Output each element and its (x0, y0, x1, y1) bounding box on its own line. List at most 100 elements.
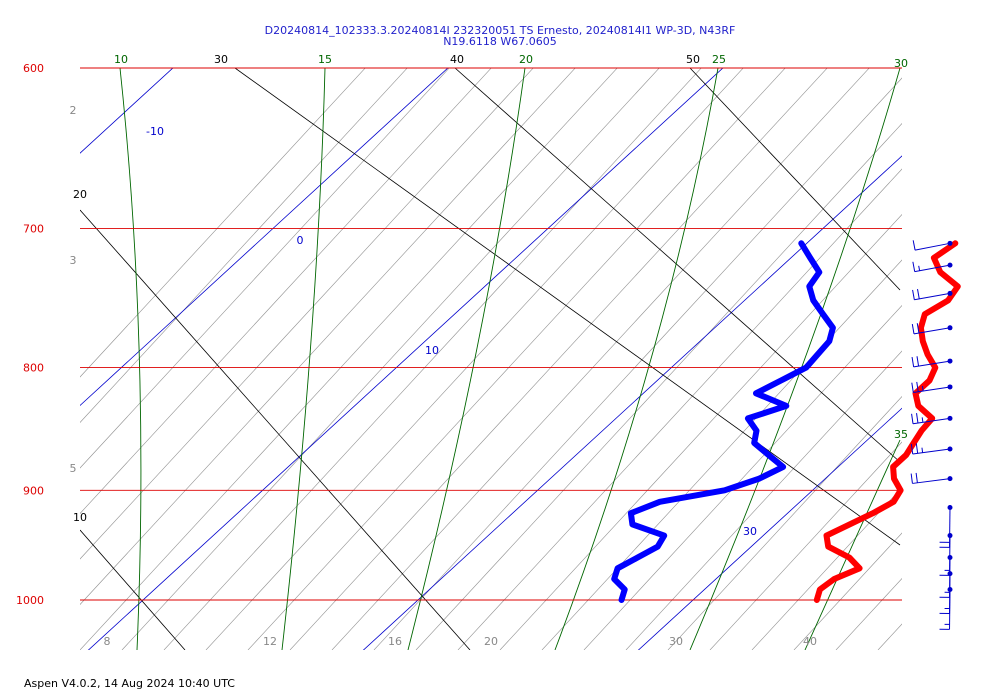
wind-barb-half-flag (921, 447, 924, 453)
dry-adiabat-label: 10 (73, 511, 87, 524)
moist-adiabat-line (554, 68, 719, 650)
dry-adiabat-line (80, 529, 186, 650)
mixing-ratio-line (457, 168, 902, 650)
dewpoint-profile (611, 240, 836, 603)
moist-adiabat-label: 20 (519, 53, 533, 66)
wind-barb-flag (917, 288, 920, 299)
wind-barb-flag (912, 289, 915, 300)
mixing-ratio-line (541, 259, 902, 650)
wind-barb-staff (914, 264, 951, 273)
wind-barb (910, 443, 953, 455)
wind-barb-staff (913, 360, 951, 368)
wind-barb-flag (915, 443, 919, 454)
wind-barb (911, 381, 953, 394)
moist-adiabat-line (407, 68, 526, 650)
mixing-ratio-line (920, 0, 1000, 650)
wind-barb-flag (911, 382, 914, 393)
wind-barb (912, 261, 953, 273)
mixing-ratio-line (80, 68, 408, 423)
temperature-profile (813, 240, 961, 603)
mixing-ratio-line (962, 0, 1000, 650)
mixing-ratio-lines (80, 0, 1000, 650)
wind-barb-flag (916, 413, 919, 424)
bottom-tick-label: 12 (263, 635, 277, 648)
dry-adiabat-line (689, 68, 901, 291)
isotherm-line (87, 68, 724, 650)
bottom-tick-label: 40 (803, 635, 817, 648)
pressure-tick-label: 900 (23, 484, 44, 497)
chart-subtitle-location: N19.6118 W67.0605 (443, 35, 557, 48)
wind-barb-staff (912, 448, 951, 455)
dry-adiabat-label: 20 (73, 188, 87, 201)
mixing-ratio-line (667, 396, 902, 650)
moist-adiabat-label: 35 (894, 428, 908, 441)
mixing-ratio-line (247, 68, 786, 650)
bottom-tick-label: 30 (669, 635, 683, 648)
isotherm-line (362, 155, 902, 650)
mixing-ratio-line (80, 68, 534, 560)
mixing-ratio-label: 5 (70, 462, 77, 475)
wind-barb-half-flag (921, 386, 924, 392)
wind-barb-staff (912, 417, 951, 425)
pressure-tick-label: 600 (23, 62, 44, 75)
wind-barb-staff (913, 386, 951, 394)
wind-barbs (910, 240, 953, 630)
wind-barb-staff (913, 327, 951, 335)
mixing-ratio-line (289, 68, 828, 650)
isotherm-label: -10 (146, 125, 164, 138)
sounding-profiles (611, 240, 961, 603)
wind-barb (939, 533, 953, 576)
isobar-lines (80, 67, 902, 601)
wind-barb-flag (911, 323, 915, 334)
isotherm-line (80, 68, 174, 154)
moist-adiabat-label: 30 (894, 57, 908, 70)
wind-barb-flag (910, 473, 913, 484)
dry-adiabat-line (234, 68, 901, 546)
mixing-ratio-line (373, 77, 902, 650)
wind-barb (912, 240, 953, 251)
mixing-ratio-line (415, 123, 902, 650)
mixing-ratio-line (751, 487, 902, 650)
dry-adiabat-line (454, 68, 901, 463)
mixing-ratio-line (121, 68, 660, 650)
wind-barb-flag (911, 413, 914, 424)
mixing-ratio-line (793, 532, 902, 650)
moist-adiabat-line (281, 68, 326, 650)
wind-barb-flag (911, 356, 915, 367)
wind-barb (912, 288, 953, 301)
mixing-ratio-line (709, 441, 902, 650)
wind-barb-flag (916, 323, 920, 334)
isotherm-label: 10 (425, 344, 439, 357)
wind-barb-flag (910, 444, 914, 455)
mixing-ratio-line (205, 68, 744, 650)
bottom-tick-label: 20 (484, 635, 498, 648)
pressure-tick-label: 800 (23, 362, 44, 375)
moist-adiabat-line (689, 68, 901, 650)
chart-title: D20240814_102333.3.20240814I 232320051 T… (264, 24, 736, 37)
wind-barb-flag (915, 472, 918, 483)
isotherm-label: 0 (297, 234, 304, 247)
wind-barb-flag (916, 381, 919, 392)
bottom-tick-label: 16 (388, 635, 402, 648)
wind-barb-staff (912, 478, 951, 484)
dry-adiabat-line (80, 209, 471, 650)
mixing-ratio-label: 2 (70, 104, 77, 117)
moist-adiabat-label: 10 (114, 53, 128, 66)
wind-barb-half-flag (921, 417, 924, 423)
pressure-tick-label: 700 (23, 223, 44, 236)
mixing-ratio-line (625, 350, 902, 650)
footer-version-timestamp: Aspen V4.0.2, 14 Aug 2024 10:40 UTC (24, 677, 235, 690)
mixing-ratio-line (499, 214, 902, 650)
mixing-ratio-label: 3 (70, 254, 77, 267)
isotherm-line (80, 68, 449, 407)
isotherm-label: 30 (743, 525, 757, 538)
mixing-ratio-line (80, 68, 450, 469)
dry-adiabat-lines (80, 68, 901, 650)
isotherm-line (637, 407, 902, 650)
moist-adiabat-line (119, 68, 142, 650)
wind-barb (910, 472, 953, 484)
moist-adiabat-lines (119, 68, 901, 650)
moist-adiabat-label: 25 (712, 53, 726, 66)
